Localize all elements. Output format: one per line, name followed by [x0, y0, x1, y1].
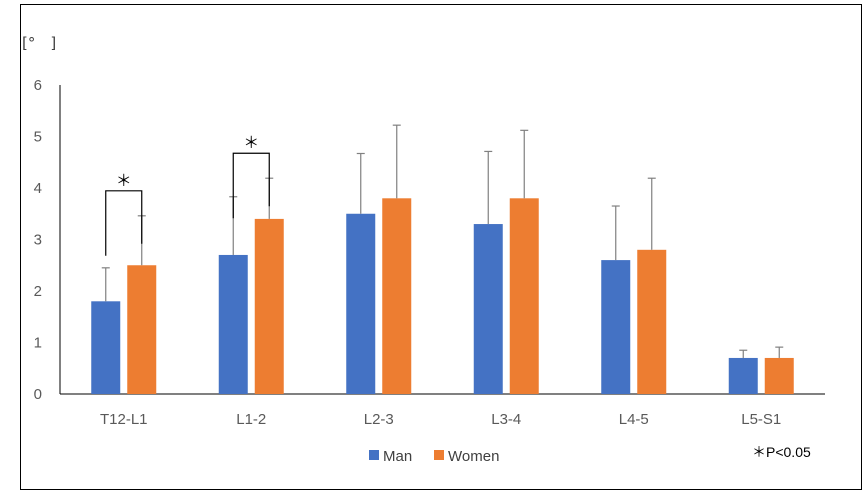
- y-tick-label: 2: [34, 283, 42, 300]
- significance-bracket: [105, 190, 143, 256]
- bar-man: [218, 254, 248, 394]
- y-tick-label: 4: [34, 180, 42, 197]
- legend-swatch-women: [434, 450, 444, 460]
- x-tick-label: L2-3: [364, 411, 394, 428]
- legend-label-women: Women: [448, 448, 499, 465]
- bar-man: [473, 224, 503, 394]
- x-tick-label: L4-5: [619, 411, 649, 428]
- axes: 0 1 2 3 4 5 6 T12-L1 L1-2 L2-3 L3-4 L4-5 L5-S1: [34, 77, 825, 428]
- y-tick-label: 0: [34, 386, 42, 403]
- bar-man: [346, 213, 376, 394]
- bar-women: [509, 198, 539, 394]
- y-tick-label: 6: [34, 77, 42, 94]
- bar-man: [601, 260, 631, 394]
- significance-brackets: ＊＊: [105, 133, 270, 256]
- bar-women: [637, 249, 667, 394]
- bar-women: [764, 357, 794, 394]
- y-tick-label: 3: [34, 232, 42, 249]
- bar-man: [91, 301, 121, 394]
- legend-label-man: Man: [383, 448, 412, 465]
- legend: Man Women: [369, 448, 499, 465]
- y-tick-label: 1: [34, 335, 42, 352]
- bar-women: [382, 198, 412, 394]
- bars: [91, 198, 794, 394]
- error-bars: [101, 124, 784, 358]
- y-tick-label: 5: [34, 129, 42, 146]
- x-tick-label: L5-S1: [741, 411, 781, 428]
- x-tick-label: L3-4: [491, 411, 521, 428]
- significance-star: ＊: [116, 171, 132, 190]
- x-tick-label: T12-L1: [100, 411, 148, 428]
- significance-note: ＊P<0.05: [752, 444, 811, 460]
- bar-women: [254, 218, 284, 394]
- significance-star: ＊: [243, 133, 259, 152]
- chart-border: [20, 4, 862, 490]
- x-tick-label: L1-2: [236, 411, 266, 428]
- bar-women: [127, 265, 157, 394]
- legend-swatch-man: [369, 450, 379, 460]
- significance-bracket: [232, 152, 270, 219]
- y-unit-label: [° ]: [22, 34, 56, 52]
- bar-man: [728, 357, 758, 394]
